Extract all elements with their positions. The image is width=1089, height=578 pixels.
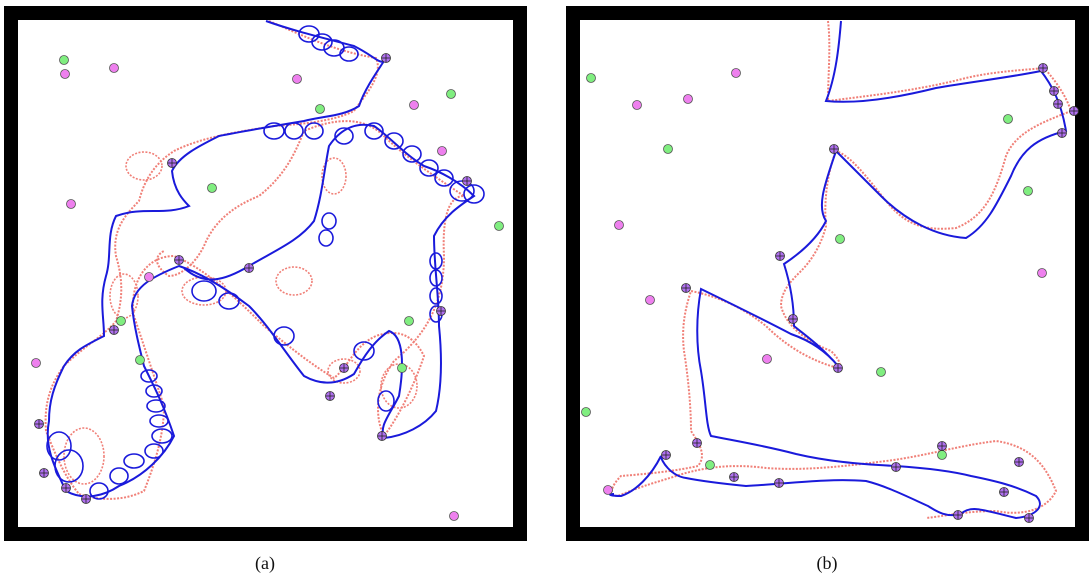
magenta-dots-a [31,63,459,521]
salmon-path-b [610,20,1073,519]
blue-path-b [609,20,1068,520]
caption-a: (a) [255,553,275,573]
magenta-dots-b [603,68,1047,495]
waypoints-a [34,53,472,504]
panel-b [566,6,1089,541]
trajectory-plot-a [4,6,527,541]
caption-b: (b) [816,553,838,573]
salmon-path-a [44,20,468,500]
panel-a [4,6,527,541]
blue-loops-a [46,25,485,500]
waypoints-b [661,63,1079,523]
green-dots-a [59,55,504,373]
frame-a [4,6,527,541]
trajectory-plot-b [566,6,1089,541]
green-dots-b [581,73,1033,470]
